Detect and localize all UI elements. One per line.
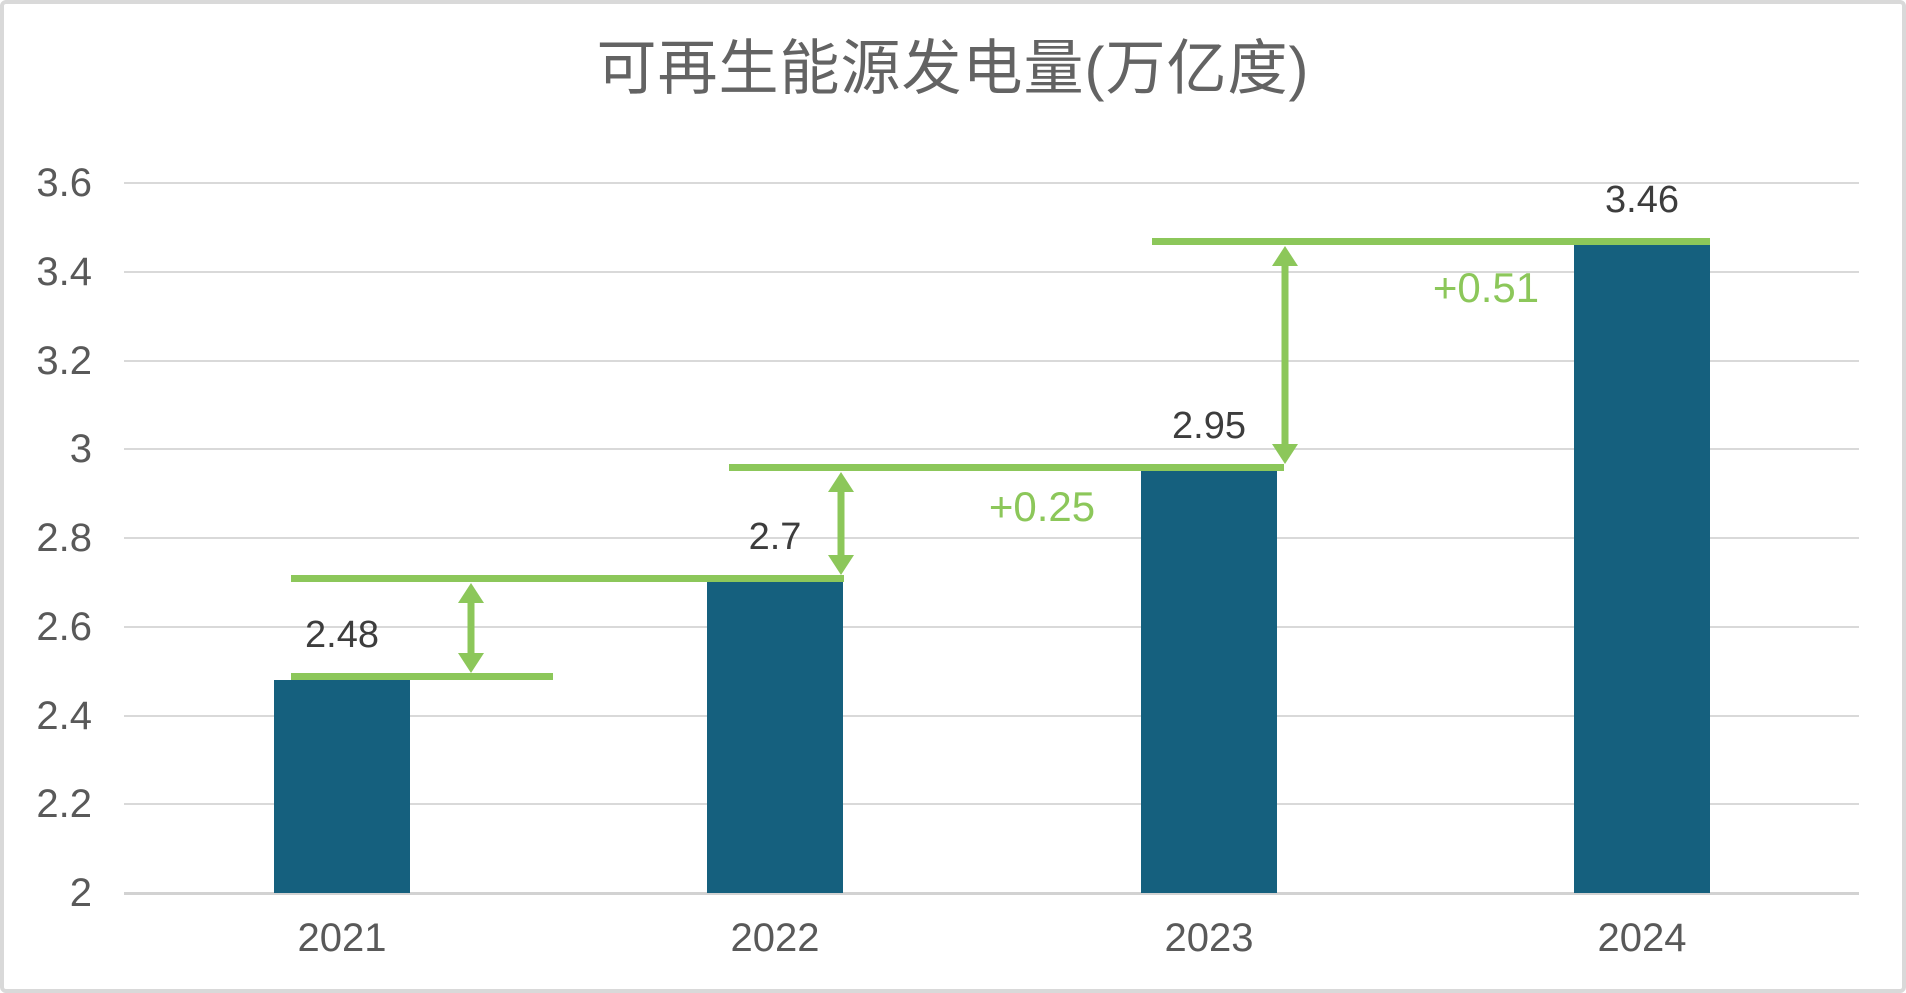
increase-line: [291, 575, 844, 583]
bar-value-label: 2.95: [1172, 405, 1246, 448]
increase-arrow: [1272, 246, 1298, 465]
chart-title: 可再生能源发电量(万亿度): [596, 35, 1310, 102]
gridline: [124, 625, 1859, 628]
gridline: [124, 714, 1859, 717]
bar-2021: [274, 680, 410, 893]
bar-value-label: 2.7: [748, 516, 802, 559]
x-tick-label: 2022: [730, 916, 820, 960]
arrowhead-up-icon: [1272, 246, 1298, 267]
y-tick-label: 2.4: [36, 693, 92, 738]
y-tick-label: 2.2: [36, 782, 92, 827]
arrowhead-down-icon: [828, 555, 854, 576]
gridline: [124, 359, 1859, 362]
increase-label: +0.25: [988, 483, 1096, 530]
increase-line: [291, 673, 553, 680]
gridline: [124, 182, 1859, 184]
increase-label: +0.51: [1432, 264, 1540, 311]
increase-arrow: [458, 583, 484, 673]
increase-arrow: [828, 472, 854, 576]
bar-value-label: 3.46: [1605, 179, 1679, 222]
y-tick-label: 3.2: [36, 338, 92, 383]
bar-value-label: 2.48: [305, 614, 379, 656]
x-tick-label: 2021: [297, 916, 387, 960]
y-tick-label: 2: [69, 871, 92, 915]
bar-2022: [707, 582, 843, 893]
y-tick-label: 3.4: [36, 249, 92, 294]
gridline: [124, 892, 1859, 895]
arrow-shaft: [467, 596, 475, 660]
arrowhead-down-icon: [458, 653, 484, 673]
gridline: [124, 537, 1859, 539]
bar-2024: [1574, 245, 1710, 893]
arrow-shaft: [1281, 259, 1289, 452]
y-tick-label: 2.6: [36, 604, 92, 649]
x-tick-label: 2024: [1597, 916, 1687, 960]
arrowhead-down-icon: [1272, 444, 1298, 465]
gridline: [124, 270, 1859, 273]
gridline: [124, 448, 1859, 451]
arrow-shaft: [837, 485, 845, 563]
x-tick-label: 2023: [1164, 916, 1254, 960]
arrowhead-up-icon: [828, 472, 854, 493]
bar-2023: [1141, 471, 1277, 893]
y-tick-label: 2.8: [36, 516, 92, 560]
gridline: [124, 803, 1859, 806]
y-tick-label: 3: [69, 427, 92, 472]
arrowhead-up-icon: [458, 583, 484, 604]
increase-line: [729, 464, 1284, 472]
increase-line: [1152, 238, 1710, 246]
y-tick-label: 3.6: [36, 161, 92, 205]
